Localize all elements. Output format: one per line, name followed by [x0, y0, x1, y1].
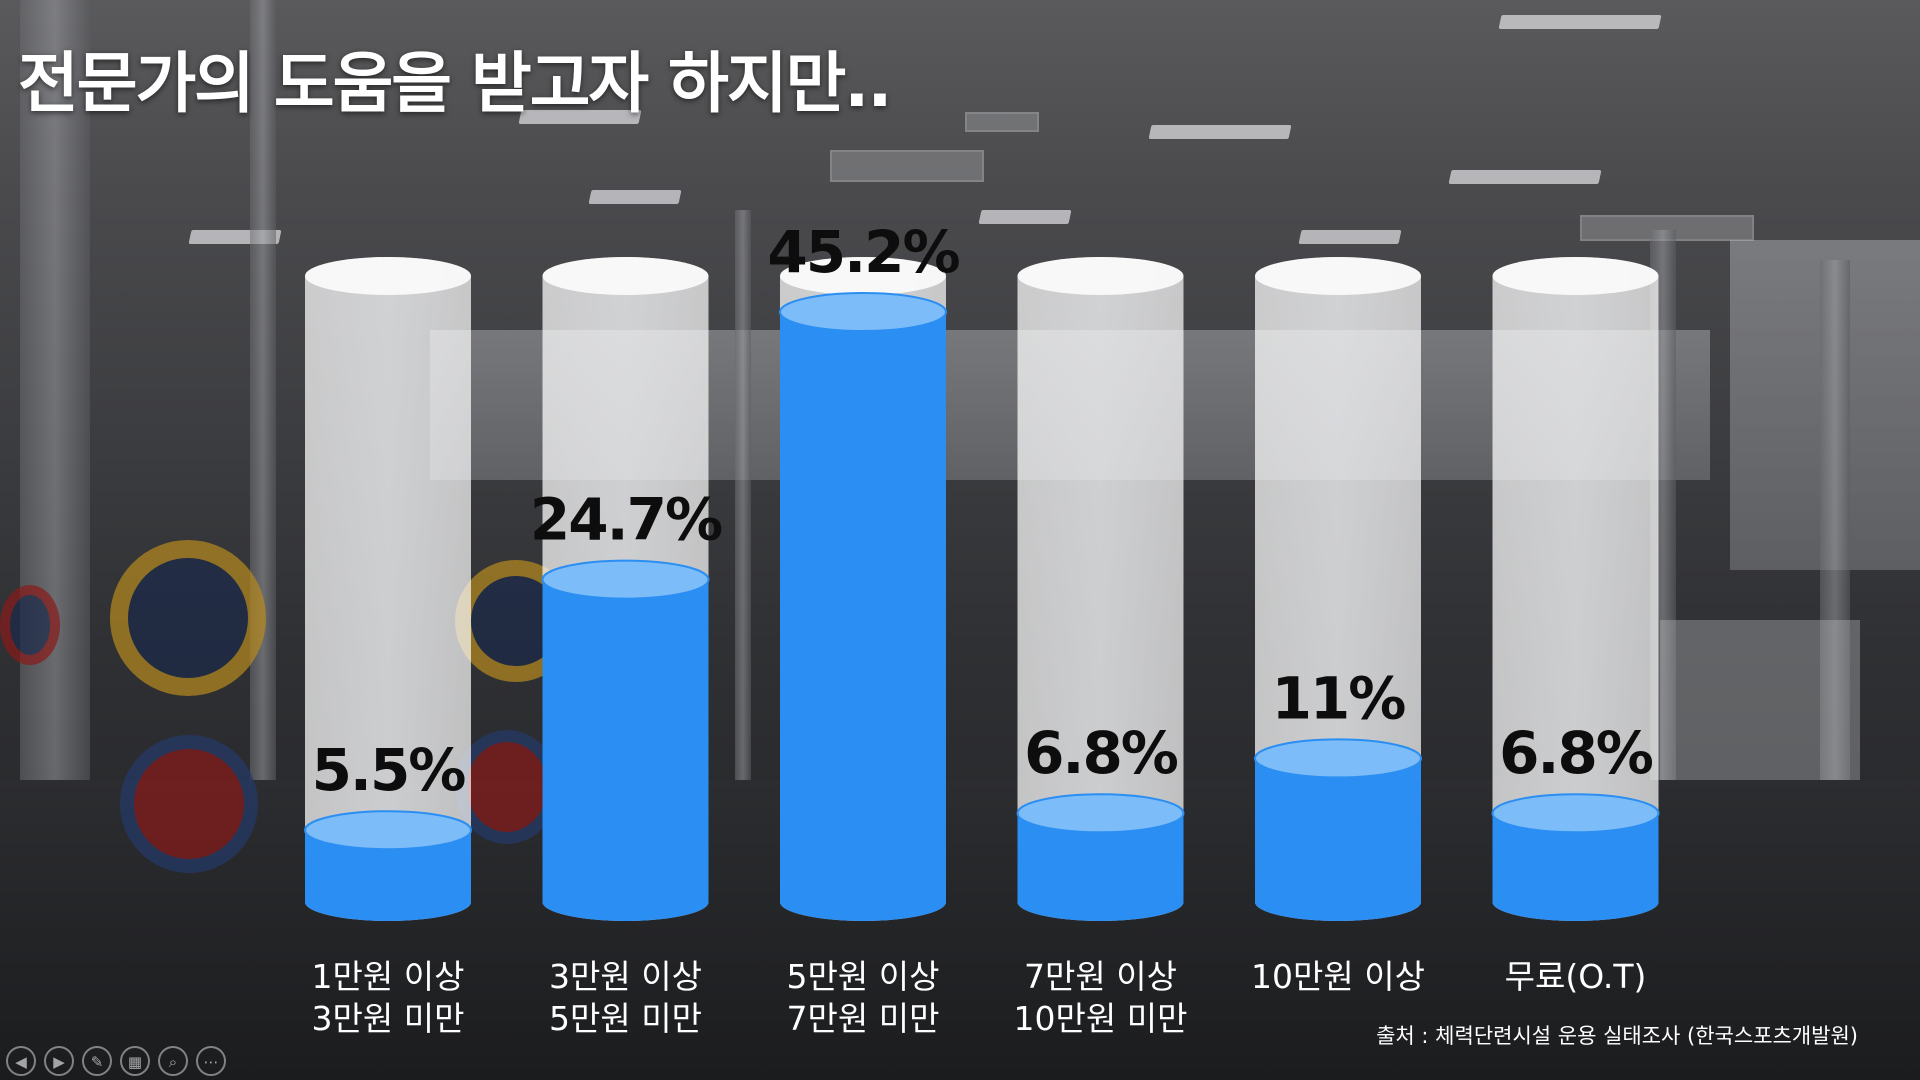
value-label: 6.8% — [1499, 719, 1653, 787]
value-label: 6.8% — [1024, 719, 1178, 787]
category-label: 무료(O.T) — [1505, 957, 1647, 996]
cylinder-glass-top — [1017, 257, 1184, 295]
cylinder-bar: 11% 10만원 이상 — [1251, 257, 1425, 996]
bar-fill-top — [541, 559, 710, 600]
category-label: 1만원 이상 — [312, 957, 465, 996]
value-label: 5.5% — [312, 736, 466, 804]
category-label: 10만원 미만 — [1014, 999, 1188, 1038]
next-icon[interactable]: ▶ — [44, 1046, 74, 1076]
bar-fill-top — [1016, 793, 1185, 834]
category-label: 10만원 이상 — [1251, 957, 1425, 996]
zoom-icon[interactable]: ⌕ — [158, 1046, 188, 1076]
category-label: 5만원 미만 — [549, 999, 702, 1038]
value-label: 45.2% — [767, 218, 959, 286]
source-citation: 출처 : 체력단련시설 운용 실태조사 (한국스포츠개발원) — [1376, 1024, 1858, 1048]
slide-title: 전문가의 도움을 받고자 하지만.. — [18, 45, 892, 122]
category-label: 3만원 이상 — [549, 957, 702, 996]
bar-fill — [1492, 813, 1659, 922]
ceiling-vent — [965, 112, 1039, 132]
cylinder-glass-top — [542, 257, 709, 295]
pen-icon[interactable]: ✎ — [82, 1046, 112, 1076]
value-label: 11% — [1272, 664, 1406, 732]
category-label: 5만원 이상 — [787, 957, 940, 996]
bar-fill-top — [304, 810, 472, 851]
slides-icon[interactable]: ▦ — [120, 1046, 150, 1076]
category-label: 7만원 미만 — [787, 999, 940, 1038]
ceiling-vent — [830, 150, 984, 182]
bar-fill-top — [1254, 738, 1422, 779]
bar-fill — [1255, 758, 1421, 921]
cylinder-glass-top — [1492, 257, 1659, 295]
bar-fill-top — [1491, 793, 1660, 834]
category-label: 3만원 미만 — [312, 999, 465, 1038]
category-label: 7만원 이상 — [1024, 957, 1177, 996]
bar-fill-top — [779, 292, 947, 332]
cylinder-glass-top — [1255, 257, 1421, 295]
bar-fill — [780, 312, 946, 921]
bar-fill — [305, 830, 471, 921]
cylinder-glass — [305, 257, 471, 921]
cylinder-glass-top — [305, 257, 471, 295]
presentation-controls: ◀ ▶ ✎ ▦ ⌕ ⋯ — [6, 1046, 226, 1076]
rack-post — [735, 210, 751, 910]
bar-fill — [542, 579, 709, 922]
prev-icon[interactable]: ◀ — [6, 1046, 36, 1076]
value-label: 24.7% — [530, 486, 722, 554]
weight-plate — [0, 585, 60, 665]
cylinder-glass — [1492, 257, 1659, 922]
bar-fill — [1017, 813, 1184, 922]
cylinder-bar: 6.8% 무료(O.T) — [1491, 257, 1660, 996]
cylinder-glass — [1017, 257, 1184, 922]
more-icon[interactable]: ⋯ — [196, 1046, 226, 1076]
cylinder-glass-top — [780, 257, 946, 295]
